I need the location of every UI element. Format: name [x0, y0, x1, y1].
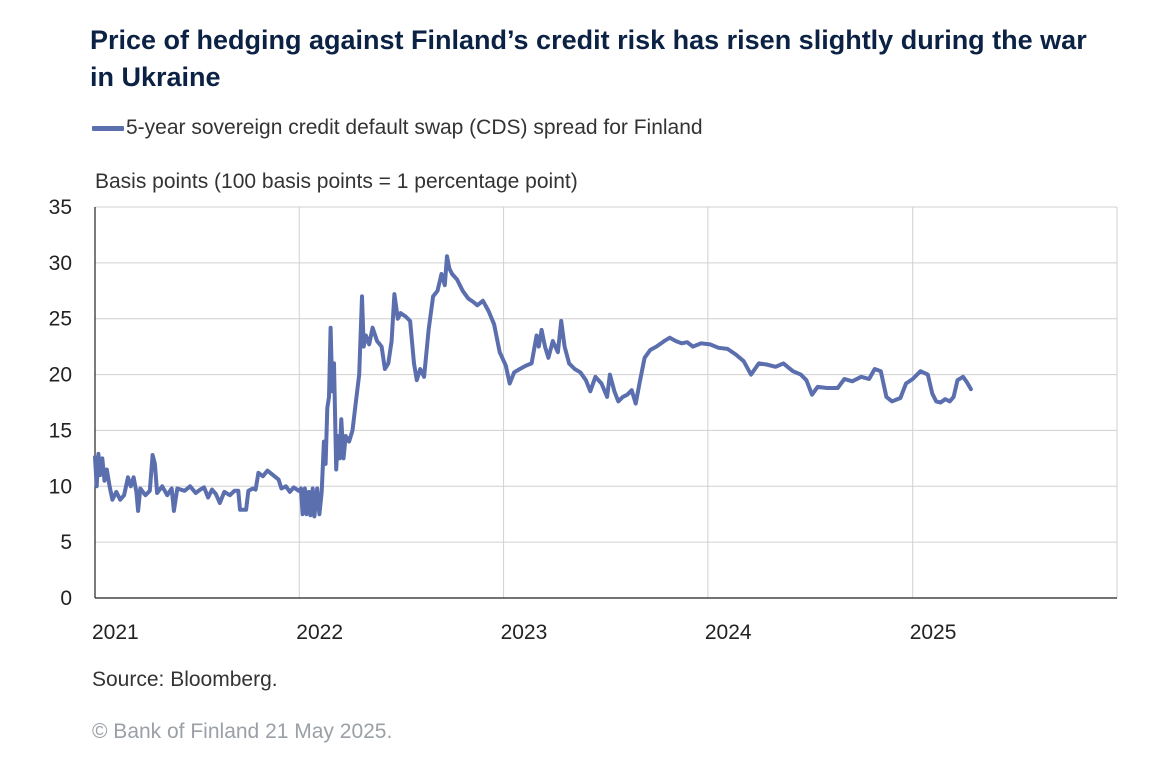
y-tick-label-20: 20 [49, 364, 72, 387]
x-tick-labels: 2021 2022 2023 2024 2025 [92, 621, 956, 644]
x-tick-label-2023: 2023 [501, 621, 548, 644]
chart-title: Price of hedging against Finland’s credi… [90, 25, 1087, 92]
y-tick-label-35: 35 [49, 196, 72, 219]
x-tick-label-2025: 2025 [910, 621, 957, 644]
source-note: Source: Bloomberg. [92, 668, 278, 691]
y-tick-label-25: 25 [49, 308, 72, 331]
copyright-note: © Bank of Finland 21 May 2025. [92, 720, 393, 743]
series-line-cds-finland [93, 254, 973, 519]
y-tick-label-0: 0 [60, 587, 72, 610]
x-tick-label-2024: 2024 [705, 621, 752, 644]
y-tick-label-30: 30 [49, 252, 72, 275]
x-tick-label-2022: 2022 [296, 621, 343, 644]
axes [94, 207, 1117, 599]
legend-label: 5-year sovereign credit default swap (CD… [126, 116, 703, 139]
y-tick-label-15: 15 [49, 419, 72, 442]
y-axis-unit-label: Basis points (100 basis points = 1 perce… [95, 170, 578, 193]
gridlines [94, 206, 1118, 598]
legend-line-swatch [92, 125, 124, 131]
legend: 5-year sovereign credit default swap (CD… [92, 116, 703, 140]
x-tick-label-2021: 2021 [92, 621, 139, 644]
y-tick-label-5: 5 [60, 531, 72, 554]
y-tick-labels: 0 5 10 15 20 25 30 35 [49, 196, 72, 610]
y-tick-label-10: 10 [49, 475, 72, 498]
